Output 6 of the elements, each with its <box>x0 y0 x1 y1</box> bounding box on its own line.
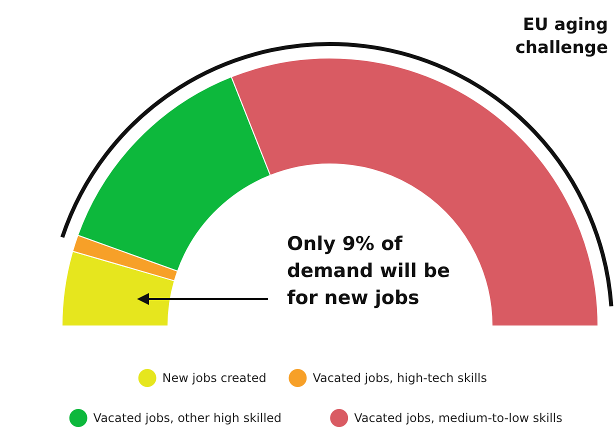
legend-label: New jobs created <box>162 371 266 385</box>
text: EU aging challenge <box>515 15 608 58</box>
legend-label: Vacated jobs, high-tech skills <box>312 371 488 385</box>
legend-label: Vacated jobs, medium-to-low skills <box>354 411 562 425</box>
legend-label: Vacated jobs, other high skilled <box>93 411 282 425</box>
text: Only 9% of demand will be for new jobs <box>287 233 450 309</box>
